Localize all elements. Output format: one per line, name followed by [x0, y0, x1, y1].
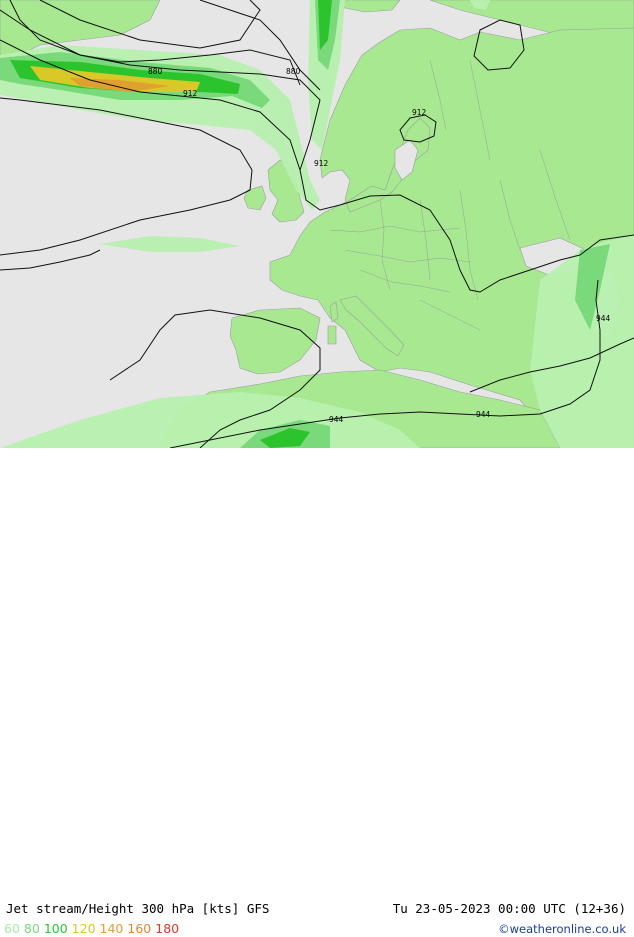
weather-map: 880 880 912 912 912 944 944 944: [0, 0, 634, 448]
landmass-italy: [339, 295, 405, 357]
valid-time: Tu 23-05-2023 00:00 UTC (12+36): [392, 901, 626, 916]
height-contours: [0, 0, 634, 448]
landmass-sardinia: [327, 325, 337, 345]
contour-label: 880: [148, 67, 163, 76]
contour-label: 880: [286, 67, 301, 76]
landmass-corsica: [329, 301, 339, 323]
contour-label: 912: [183, 89, 198, 98]
contour-label: 944: [476, 410, 491, 419]
legend-item-120: 120: [71, 921, 96, 936]
contour-label: 944: [329, 415, 344, 424]
map-title: Jet stream/Height 300 hPa [kts] GFS: [6, 901, 270, 916]
map-footer: Jet stream/Height 300 hPa [kts] GFS Tu 2…: [0, 448, 634, 936]
legend-item-180: 180: [155, 921, 180, 936]
map-canvas: 880 880 912 912 912 944 944 944: [0, 0, 634, 448]
legend-item-140: 140: [99, 921, 124, 936]
credit-link[interactable]: ©weatheronline.co.uk: [498, 922, 626, 936]
legend-item-60: 60: [4, 921, 20, 936]
speed-legend: 60 80 100 120 140 160 180: [4, 921, 183, 936]
contour-label: 912: [412, 108, 427, 117]
landmass-iberia: [229, 307, 321, 375]
legend-item-160: 160: [127, 921, 152, 936]
contour-label: 912: [314, 159, 329, 168]
country-borders: [329, 59, 571, 331]
legend-item-100: 100: [43, 921, 68, 936]
landmass-ireland: [243, 185, 267, 211]
sea-baltic: [394, 139, 419, 181]
legend-item-80: 80: [23, 921, 40, 936]
contour-label: 944: [596, 314, 611, 323]
